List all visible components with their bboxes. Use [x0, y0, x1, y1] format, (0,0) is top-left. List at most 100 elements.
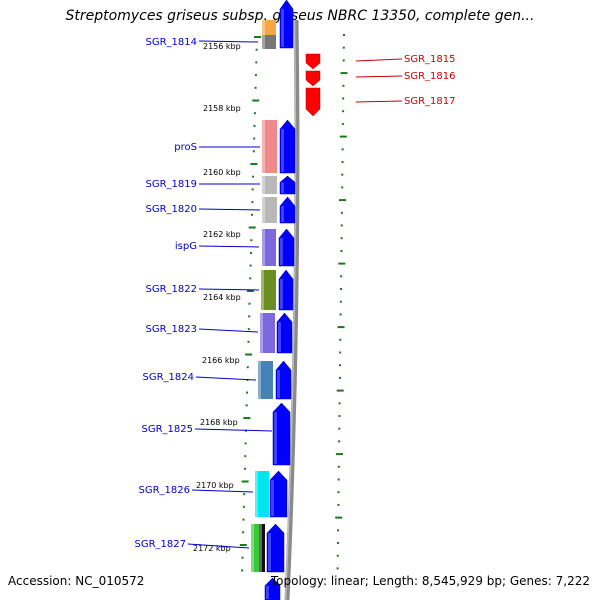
tick-mark [336, 389, 344, 392]
forward-gene-arrow[interactable] [279, 196, 296, 224]
gene-label-sgr_1822[interactable]: SGR_1822 [146, 284, 198, 295]
tick-mark [342, 84, 345, 87]
forward-gene-arrow[interactable] [279, 175, 296, 195]
tick-mark [340, 275, 343, 278]
gene-label-sgr_1827[interactable]: SGR_1827 [135, 539, 187, 550]
gene-label-sgr_1823[interactable]: SGR_1823 [146, 324, 198, 335]
gene-label-sgr_1816[interactable]: SGR_1816 [404, 71, 456, 82]
tick-mark [255, 48, 258, 51]
tick-mark [341, 186, 344, 189]
forward-gene-arrow[interactable] [275, 360, 292, 400]
gene-label-sgr_1814[interactable]: SGR_1814 [146, 37, 198, 48]
tick-mark [341, 148, 344, 151]
tick-mark [339, 199, 346, 202]
genome-summary: Topology: linear; Length: 8,545,929 bp; … [270, 574, 590, 588]
gene-label-sgr_1826[interactable]: SGR_1826 [139, 485, 191, 496]
gene-label-sgr_1819[interactable]: SGR_1819 [146, 179, 198, 190]
forward-gene-arrow[interactable] [278, 269, 294, 311]
tick-mark [254, 86, 257, 89]
cog-bar[interactable] [261, 270, 276, 310]
right-tick-track [335, 34, 348, 570]
forward-gene-arrow[interactable] [264, 577, 281, 600]
tick-mark [252, 175, 255, 178]
tick-mark [342, 46, 345, 49]
scale-label: 2164 kbp [203, 293, 241, 302]
label-leader-line [187, 543, 250, 549]
map-title: Streptomyces griseus subsp. griseus NBRC… [65, 8, 535, 24]
tick-mark [339, 300, 342, 303]
gene-label-sgr_1825[interactable]: SGR_1825 [142, 424, 194, 435]
cog-bar[interactable] [262, 197, 277, 223]
left-gene-labels: SGR_1814 proS SGR_1819 SGR_1820 ispG SGR_1822… [135, 37, 273, 550]
label-leader-line [195, 376, 257, 381]
tick-mark [340, 249, 343, 252]
scale-label: 2160 kbp [203, 168, 241, 177]
tick-mark [338, 376, 341, 379]
gene-label-sgr_1820[interactable]: SGR_1820 [146, 204, 198, 215]
scale-label: 2168 kbp [200, 418, 238, 427]
tick-mark [242, 505, 245, 508]
cog-bar[interactable] [259, 524, 265, 572]
label-leader-line [198, 328, 259, 333]
tick-mark [342, 97, 345, 100]
forward-gene-arrow[interactable] [278, 228, 295, 267]
label-leader-line [355, 100, 403, 103]
cog-bar[interactable] [262, 35, 276, 49]
tick-mark [339, 135, 347, 138]
tick-mark [247, 340, 250, 343]
cog-bar[interactable] [251, 524, 259, 572]
tick-mark [250, 163, 258, 165]
tick-mark [340, 237, 343, 240]
cog-bar[interactable] [255, 471, 269, 517]
tick-mark [244, 442, 247, 445]
forward-gene-arrow[interactable] [276, 312, 293, 354]
reverse-gene-arrow[interactable] [305, 87, 321, 117]
tick-mark [337, 529, 340, 532]
scale-label: 2156 kbp [203, 42, 241, 51]
tick-mark [249, 264, 252, 267]
right-gene-labels: SGR_1815 SGR_1816 SGR_1817 [355, 54, 456, 107]
tick-mark [339, 338, 342, 341]
scale-label: 2166 kbp [202, 356, 240, 365]
tick-mark [337, 491, 340, 494]
tick-mark [336, 567, 339, 570]
tick-mark [243, 467, 246, 470]
tick-mark [337, 503, 340, 506]
reverse-gene-arrow[interactable] [305, 53, 321, 70]
forward-gene-arrow[interactable] [266, 523, 285, 573]
tick-mark [245, 353, 253, 356]
gene-label-sgr_1815[interactable]: SGR_1815 [404, 54, 456, 65]
tick-mark [245, 404, 248, 407]
reverse-gene-arrow[interactable] [305, 70, 321, 87]
gene-label-sgr_1824[interactable]: SGR_1824 [143, 372, 195, 383]
cog-bar[interactable] [262, 229, 276, 266]
tick-mark [340, 211, 343, 214]
tick-mark [246, 290, 254, 292]
tick-mark [341, 173, 344, 176]
forward-gene-arrow[interactable] [279, 119, 296, 174]
tick-mark [253, 124, 256, 127]
scale-label: 2158 kbp [203, 104, 241, 113]
reverse-strand-track [305, 53, 321, 117]
tick-mark [243, 417, 251, 419]
forward-gene-arrow[interactable] [269, 470, 288, 518]
tick-mark [338, 415, 341, 417]
tick-mark [253, 137, 256, 140]
tick-mark [338, 427, 341, 430]
tick-mark [338, 402, 341, 405]
cog-bar[interactable] [262, 120, 277, 173]
tick-mark [248, 302, 251, 305]
gene-label-pros[interactable]: proS [174, 142, 197, 153]
cog-bar[interactable] [258, 361, 273, 399]
cog-bar[interactable] [262, 20, 276, 35]
label-leader-line [191, 489, 254, 493]
cog-bar[interactable] [260, 313, 275, 353]
gene-label-sgr_1817[interactable]: SGR_1817 [404, 96, 456, 107]
tick-mark [255, 61, 258, 64]
forward-gene-arrow[interactable] [272, 402, 291, 466]
tick-mark [340, 72, 348, 75]
forward-gene-arrow[interactable] [279, 0, 294, 49]
cog-bar[interactable] [262, 176, 277, 194]
gene-label-ispg[interactable]: ispG [175, 241, 197, 252]
